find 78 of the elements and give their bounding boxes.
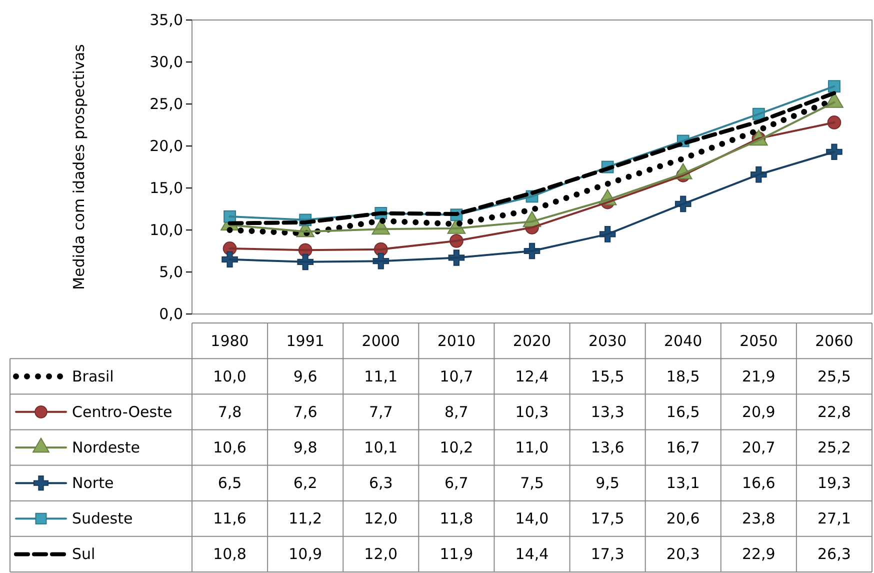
data-label: 16,5: [666, 402, 700, 421]
data-label: 11,8: [440, 510, 474, 528]
data-label: 10,0: [213, 367, 246, 386]
data-label: 16,6: [742, 474, 776, 492]
data-label: 11,9: [440, 545, 474, 564]
y-axis-title: Medida com idades prospectivas: [70, 44, 88, 290]
x-tick-label: 2010: [437, 332, 476, 350]
data-label: 14,0: [515, 510, 549, 528]
data-label: 6,7: [444, 474, 468, 492]
legend-label: Brasil: [72, 367, 114, 386]
x-tick-label: 2040: [664, 332, 702, 350]
y-tick-label: 10,0: [150, 220, 183, 239]
x-tick-label: 2050: [740, 332, 778, 350]
data-label: 13,6: [590, 438, 624, 456]
data-label: 7,5: [520, 474, 544, 492]
data-label: 10,7: [440, 367, 474, 386]
data-label: 18,5: [666, 367, 700, 386]
data-label: 20,9: [742, 402, 776, 421]
data-label: 12,0: [364, 545, 398, 564]
data-label: 11,0: [515, 438, 549, 456]
data-label: 9,6: [293, 367, 318, 386]
y-tick-label: 5,0: [159, 262, 183, 281]
data-label: 10,1: [364, 438, 398, 456]
y-tick-label: 25,0: [150, 94, 183, 113]
data-label: 9,8: [293, 438, 318, 456]
data-label: 25,5: [818, 367, 851, 386]
data-label: 20,3: [666, 545, 700, 564]
data-label: 16,7: [666, 438, 700, 456]
data-label: 6,3: [368, 474, 393, 492]
legend-label: Sul: [72, 545, 96, 564]
data-label: 10,2: [440, 438, 474, 456]
data-label: 23,8: [742, 510, 776, 528]
data-label: 27,1: [818, 510, 851, 528]
data-label: 10,8: [213, 545, 246, 564]
data-label: 10,3: [515, 402, 549, 421]
data-label: 7,7: [368, 402, 393, 421]
x-tick-label: 2030: [588, 332, 627, 350]
data-label: 21,9: [742, 367, 776, 386]
data-label: 22,8: [818, 402, 851, 421]
data-label: 6,5: [218, 474, 242, 492]
data-label: 13,3: [590, 402, 624, 421]
data-label: 12,4: [515, 367, 549, 386]
data-label: 20,7: [742, 438, 776, 456]
data-label: 10,9: [288, 545, 322, 564]
data-label: 22,9: [742, 545, 776, 564]
data-label: 15,5: [590, 367, 624, 386]
data-label: 13,1: [666, 474, 700, 492]
legend-label: Sudeste: [72, 510, 133, 528]
legend-label: Nordeste: [72, 438, 140, 456]
x-tick-label: 2000: [362, 332, 400, 350]
legend-label: Norte: [72, 474, 114, 492]
data-label: 26,3: [818, 545, 851, 564]
data-label: 14,4: [515, 545, 549, 564]
y-tick-label: 35,0: [150, 10, 183, 29]
y-tick-label: 20,0: [150, 136, 183, 155]
y-tick-label: 30,0: [150, 52, 183, 71]
x-tick-label: 1991: [286, 332, 324, 350]
x-tick-label: 2020: [512, 332, 552, 350]
data-label: 11,6: [213, 510, 246, 528]
data-label: 17,3: [590, 545, 624, 564]
x-tick-label: 1980: [210, 332, 249, 350]
data-label: 19,3: [818, 474, 851, 492]
data-label: 11,1: [364, 367, 398, 386]
data-label: 9,5: [596, 474, 620, 492]
data-label: 6,2: [293, 474, 318, 492]
legend-label: Centro-Oeste: [72, 402, 172, 421]
data-label: 8,7: [444, 402, 468, 421]
data-label: 25,2: [818, 438, 851, 456]
data-label: 11,2: [288, 510, 322, 528]
data-label: 17,5: [590, 510, 624, 528]
y-tick-label: 0,0: [159, 304, 183, 323]
y-tick-label: 15,0: [150, 178, 183, 197]
data-label: 12,0: [364, 510, 398, 528]
data-label: 7,8: [218, 402, 242, 421]
x-tick-label: 2060: [815, 332, 854, 350]
data-label: 7,6: [293, 402, 318, 421]
data-label: 10,6: [213, 438, 246, 456]
data-label: 20,6: [666, 510, 700, 528]
